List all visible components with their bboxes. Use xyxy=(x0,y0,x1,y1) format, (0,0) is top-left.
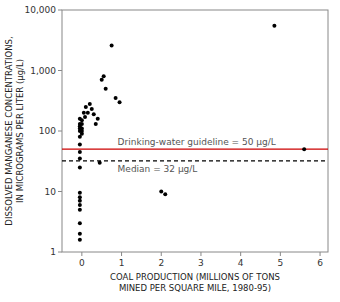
y-tick xyxy=(58,191,62,192)
x-tick xyxy=(81,252,82,256)
point xyxy=(88,102,92,106)
point xyxy=(98,161,102,165)
point xyxy=(110,43,114,47)
annotation: Median = 32 µg/L xyxy=(118,164,198,174)
point xyxy=(78,191,82,195)
point xyxy=(86,111,90,115)
annotations: Drinking-water guideline = 50 µg/L Median… xyxy=(118,137,276,174)
y-axis-label: DISSOLVED MANGANESE CONCENTRATIONS,IN MI… xyxy=(4,36,25,225)
point xyxy=(78,165,82,169)
point xyxy=(84,105,88,109)
point xyxy=(94,122,98,126)
point xyxy=(80,118,84,122)
x-tick-label: 4 xyxy=(238,258,244,268)
point xyxy=(92,112,96,116)
point xyxy=(118,100,122,104)
plot-area xyxy=(62,24,328,242)
point xyxy=(78,203,82,207)
x-tick xyxy=(240,252,241,256)
y-axis: 1 10 100 1,000 10,000 xyxy=(25,5,63,257)
x-tick xyxy=(161,252,162,256)
point xyxy=(78,157,82,161)
x-axis: 0 1 2 3 4 5 6 xyxy=(79,252,323,268)
chart: 0 1 2 3 4 5 6 1 10 100 1,000 10,000 COAL PRODUCTION … xyxy=(0,0,340,302)
x-axis-label: COAL PRODUCTION (MILLIONS OF TONSMINED P… xyxy=(110,272,280,293)
point xyxy=(82,111,86,115)
point xyxy=(102,74,106,78)
point xyxy=(100,78,104,82)
annotation: Drinking-water guideline = 50 µg/L xyxy=(118,137,276,147)
point xyxy=(90,107,94,111)
x-tick xyxy=(280,252,281,256)
x-tick xyxy=(200,252,201,256)
point xyxy=(78,195,82,199)
point xyxy=(78,199,82,203)
y-tick-label: 100 xyxy=(39,126,56,136)
point xyxy=(272,24,276,28)
x-tick xyxy=(121,252,122,256)
x-tick-label: 5 xyxy=(277,258,283,268)
point xyxy=(78,142,82,146)
point xyxy=(104,87,108,91)
y-tick xyxy=(58,131,62,132)
y-tick-label: 1,000 xyxy=(30,66,56,76)
reference-line xyxy=(62,160,328,161)
x-tick-label: 1 xyxy=(119,258,125,268)
point xyxy=(163,192,167,196)
point xyxy=(78,208,82,212)
x-tick-label: 6 xyxy=(317,258,323,268)
point xyxy=(159,190,163,194)
point xyxy=(302,147,306,151)
point xyxy=(78,221,82,225)
y-tick-label: 1 xyxy=(50,247,56,257)
point xyxy=(96,117,100,121)
point xyxy=(114,96,118,100)
y-tick xyxy=(58,10,62,11)
y-tick-label: 10 xyxy=(45,187,57,197)
point xyxy=(80,122,84,126)
points xyxy=(78,24,306,242)
x-tick-label: 2 xyxy=(158,258,164,268)
y-tick-label: 10,000 xyxy=(25,5,57,15)
x-tick-label: 0 xyxy=(79,258,85,268)
y-tick xyxy=(58,252,62,253)
plot-frame xyxy=(62,10,328,252)
x-tick-label: 3 xyxy=(198,258,204,268)
reference-line xyxy=(62,149,328,150)
x-tick xyxy=(320,252,321,256)
point xyxy=(78,150,82,154)
point xyxy=(80,126,84,130)
point xyxy=(83,115,87,119)
point xyxy=(78,232,82,236)
point xyxy=(78,238,82,242)
y-tick xyxy=(58,70,62,71)
